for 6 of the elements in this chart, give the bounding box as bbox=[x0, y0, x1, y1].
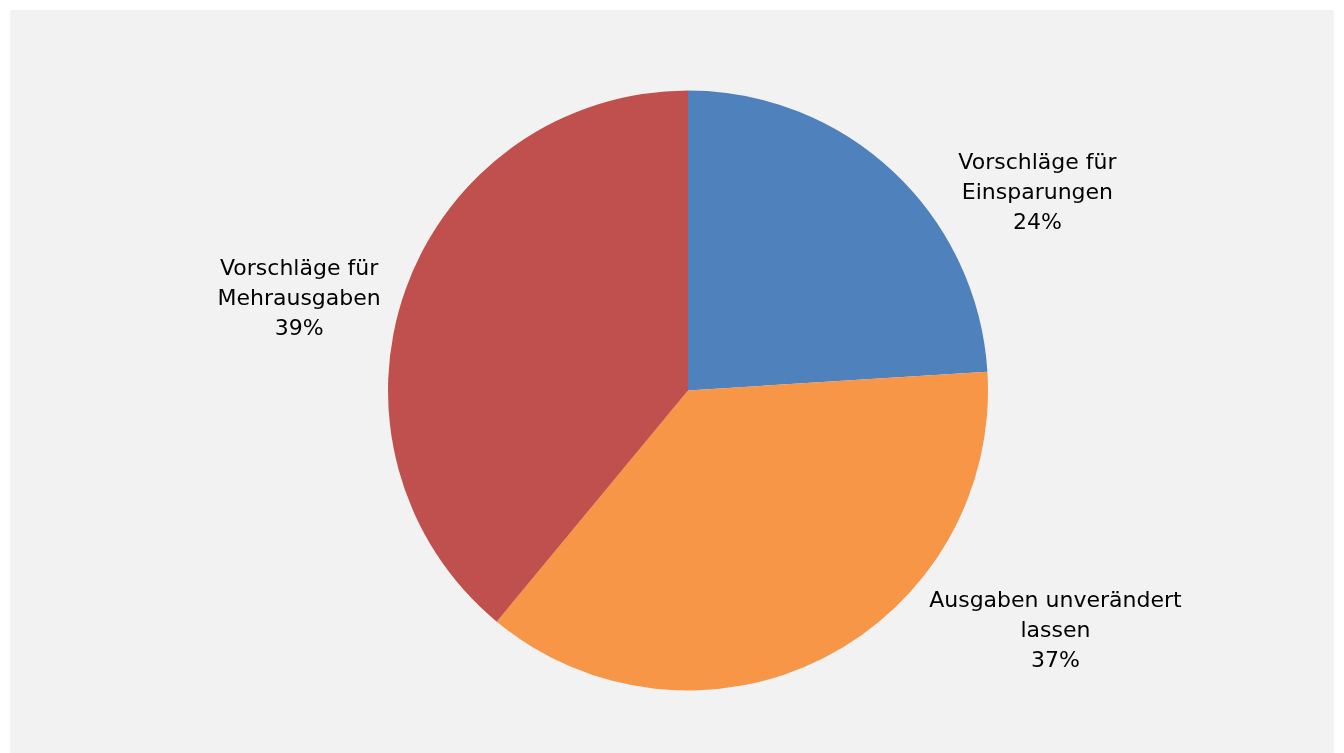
slice-label: Vorschläge für Mehrausgaben bbox=[217, 254, 381, 310]
data-label: 39% bbox=[274, 314, 324, 340]
slice-label: Vorschläge für Einsparungen bbox=[958, 149, 1118, 205]
data-label: 24% bbox=[1012, 209, 1062, 235]
data-label: 37% bbox=[1030, 646, 1080, 672]
slice-label: Ausgaben unverändert lassen bbox=[929, 586, 1182, 642]
